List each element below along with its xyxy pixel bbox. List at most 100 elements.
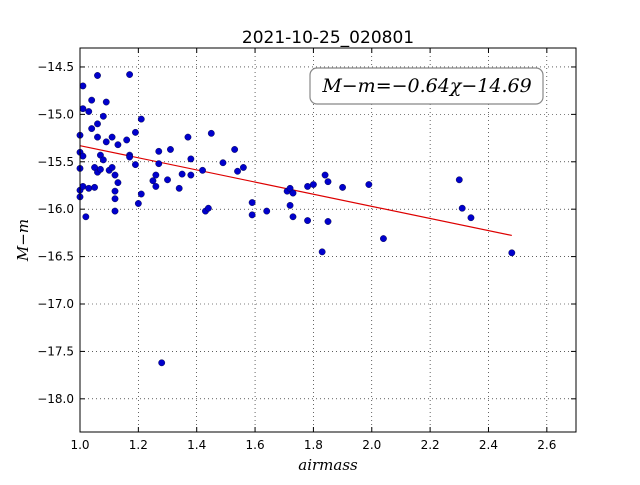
data-point [187, 155, 195, 163]
x-tick-label: 1.8 [304, 438, 323, 452]
data-point [155, 147, 163, 155]
y-tick-label: −16.5 [37, 250, 74, 264]
data-point [137, 115, 145, 123]
data-point [126, 153, 134, 161]
data-point [458, 204, 466, 212]
chart-title: 2021-10-25_020801 [242, 28, 414, 48]
data-point [91, 183, 98, 191]
y-tick-label: −17.5 [37, 344, 74, 358]
data-point [82, 213, 90, 221]
data-point [310, 181, 317, 188]
data-point [184, 133, 192, 141]
data-point [132, 161, 139, 169]
data-point [467, 214, 475, 222]
data-point [178, 170, 186, 178]
data-points [76, 71, 516, 367]
data-point [508, 249, 516, 257]
data-point [79, 152, 87, 160]
x-tick-label: 1.4 [187, 438, 206, 452]
data-point [219, 159, 227, 167]
data-point [158, 359, 166, 367]
x-axis-ticks: 1.0 1.2 1.4 1.6 1.8 2.0 2.2 2.4 2.6 [70, 48, 556, 452]
fit-line-layer [79, 145, 512, 237]
data-point [114, 141, 122, 149]
data-point [248, 199, 256, 206]
data-point [321, 171, 329, 179]
y-axis-ticks: −14.5 −15.0 −15.5 −16.0 −16.5 −17.0 −17.5 −18.0 [37, 60, 576, 406]
data-point [97, 165, 104, 173]
data-point [102, 98, 110, 106]
data-point [94, 120, 101, 128]
data-point [99, 156, 107, 164]
data-point [289, 189, 297, 197]
y-tick-label: −15.5 [37, 155, 74, 169]
data-point [111, 195, 119, 203]
data-point [79, 105, 87, 113]
data-point [94, 72, 101, 79]
data-point [88, 96, 96, 104]
data-point [365, 181, 373, 188]
data-point [239, 164, 247, 171]
data-point [108, 164, 116, 171]
data-point [380, 235, 387, 242]
fit-equation-box [309, 67, 544, 105]
data-point [152, 183, 160, 190]
y-tick-label: −15.0 [37, 107, 74, 121]
data-point [248, 211, 256, 219]
y-tick-label: −16.0 [37, 202, 74, 216]
data-point [126, 71, 134, 78]
x-tick-label: 1.0 [70, 438, 89, 452]
data-point [167, 146, 174, 153]
x-tick-label: 1.2 [129, 438, 148, 452]
data-point [111, 207, 119, 215]
data-point [339, 183, 346, 191]
data-point [289, 213, 297, 221]
data-point [99, 112, 107, 120]
data-point [234, 167, 241, 175]
data-point [324, 178, 332, 186]
data-point [263, 207, 271, 215]
data-point [455, 176, 463, 184]
data-point [187, 171, 195, 179]
data-point [207, 129, 215, 137]
data-point [114, 179, 122, 187]
data-point [137, 190, 145, 198]
data-point [204, 204, 212, 212]
x-axis-label: airmass [298, 456, 358, 474]
data-point [286, 201, 294, 209]
y-axis-label: M−m [14, 219, 32, 262]
data-point [199, 166, 206, 174]
plot-area [80, 48, 576, 432]
data-point [85, 108, 93, 115]
plot-frame [79, 47, 577, 433]
data-point [318, 248, 326, 256]
y-tick-label: −17.0 [37, 297, 74, 311]
data-point [324, 218, 332, 225]
data-point [149, 177, 157, 185]
data-point [111, 187, 119, 195]
grid-lines [80, 48, 576, 432]
x-tick-label: 2.2 [421, 438, 440, 452]
data-point [152, 171, 160, 179]
data-point [304, 217, 311, 224]
data-point [79, 183, 87, 190]
data-point [155, 160, 163, 168]
data-point [102, 138, 110, 146]
data-point [94, 133, 101, 141]
data-point [79, 82, 87, 90]
y-tick-label: −18.0 [37, 392, 74, 406]
fit-equation: M−m=−0.64χ−14.69 [321, 75, 531, 97]
data-point [231, 146, 239, 153]
data-point [304, 183, 311, 190]
data-point [111, 171, 119, 179]
data-point [175, 184, 183, 192]
data-point [164, 176, 171, 184]
x-tick-label: 1.6 [246, 438, 265, 452]
x-tick-label: 2.6 [537, 438, 556, 452]
x-tick-label: 2.0 [362, 438, 381, 452]
data-point [123, 136, 131, 144]
data-point [134, 200, 142, 207]
data-point [108, 133, 116, 141]
x-tick-label: 2.4 [479, 438, 498, 452]
